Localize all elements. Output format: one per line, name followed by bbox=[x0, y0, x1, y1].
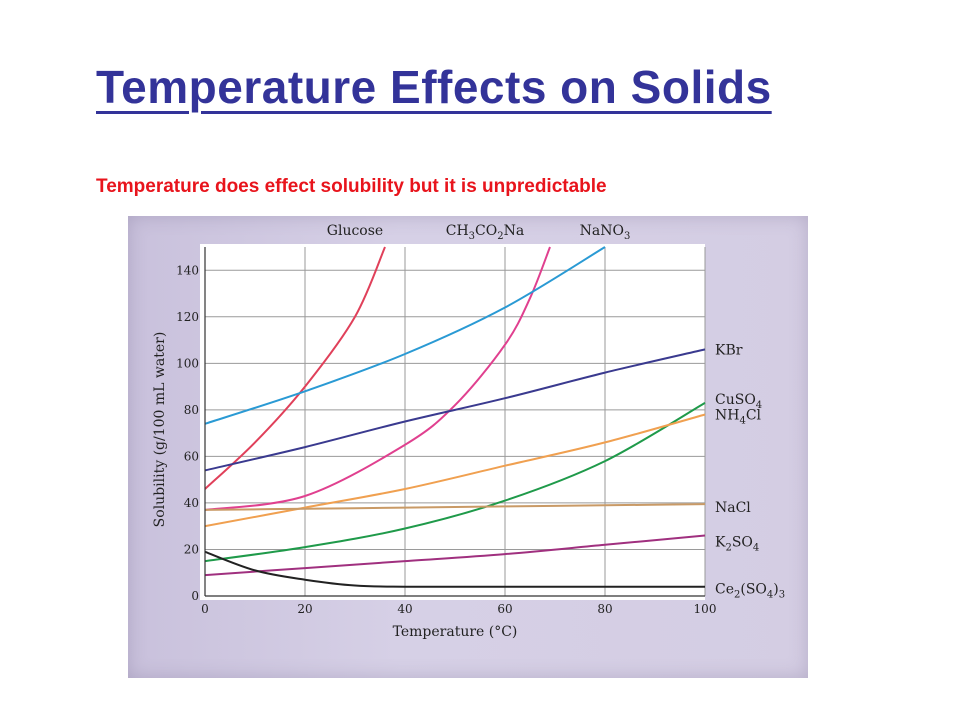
y-tick-label: 0 bbox=[191, 589, 199, 603]
y-tick-label: 60 bbox=[184, 449, 199, 463]
series-label-cuso4: CuSO4 bbox=[715, 392, 762, 411]
axes: 0 20 40 60 80 100 0 20 40 60 80 100 120 140 Temperatur… bbox=[152, 247, 716, 640]
solubility-chart: 0 20 40 60 80 100 0 20 40 60 80 100 120 140 Temperatur… bbox=[152, 223, 785, 640]
y-axis-title: Solubility (g/100 mL water) bbox=[152, 332, 168, 528]
series-label-k2so4: K2SO4 bbox=[715, 535, 759, 554]
x-tick-label: 0 bbox=[201, 602, 209, 616]
series-line-k2so4 bbox=[205, 534, 706, 577]
x-tick-label: 80 bbox=[597, 602, 612, 616]
page-title: Temperature Effects on Solids bbox=[96, 61, 772, 113]
y-tick-label: 20 bbox=[184, 542, 199, 556]
y-tick-label: 120 bbox=[176, 310, 199, 324]
y-tick-label: 100 bbox=[176, 356, 199, 370]
series-line-cuso4 bbox=[205, 402, 706, 563]
plot-area bbox=[200, 244, 705, 600]
series-line-ch3co2na bbox=[205, 246, 551, 511]
series-label-nacl: NaCl bbox=[715, 500, 751, 516]
x-tick-label: 60 bbox=[497, 602, 512, 616]
chart-figure: 0 20 40 60 80 100 0 20 40 60 80 100 120 140 Temperatur… bbox=[128, 216, 808, 678]
x-tick-label: 40 bbox=[397, 602, 412, 616]
series-line-nacl bbox=[205, 503, 706, 511]
x-axis-title: Temperature (°C) bbox=[393, 624, 518, 640]
series-label-nh4cl: NH4Cl bbox=[715, 408, 762, 427]
series-line-ce2-so4-3 bbox=[205, 550, 705, 588]
series-lines bbox=[205, 246, 706, 588]
x-tick-label: 20 bbox=[297, 602, 312, 616]
x-tick-label: 100 bbox=[694, 602, 717, 616]
series-label-nano3: NaNO3 bbox=[580, 223, 631, 242]
series-label-kbr: KBr bbox=[715, 342, 743, 358]
y-tick-label: 40 bbox=[184, 496, 199, 510]
slide-subtitle: Temperature does effect solubility but i… bbox=[96, 176, 607, 197]
y-tick-label: 80 bbox=[184, 403, 199, 417]
series-line-nano3 bbox=[205, 246, 606, 425]
series-label-glucose: Glucose bbox=[327, 223, 383, 239]
series-line-kbr bbox=[205, 348, 706, 472]
series-label-ch3co2na: CH3CO2Na bbox=[446, 223, 524, 242]
y-tick-label: 140 bbox=[176, 263, 199, 277]
series-label-ce2-so4-3: Ce2(SO4)3 bbox=[715, 582, 785, 601]
series-line-glucose bbox=[205, 246, 386, 490]
